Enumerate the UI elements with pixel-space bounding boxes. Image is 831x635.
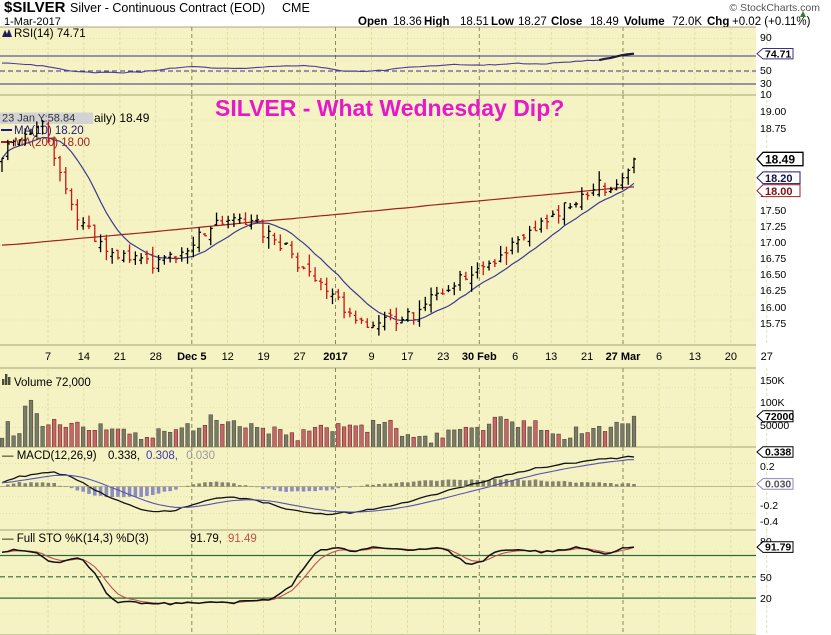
svg-text:30 Feb: 30 Feb xyxy=(462,351,497,363)
svg-text:Volume 72,000: Volume 72,000 xyxy=(14,377,91,389)
svg-text:Silver - Continuous Contract (: Silver - Continuous Contract (EOD) xyxy=(70,1,265,15)
svg-text:18.49: 18.49 xyxy=(590,16,619,28)
svg-text:74.71: 74.71 xyxy=(765,49,791,61)
svg-text:7: 7 xyxy=(45,351,51,363)
svg-text:16.50: 16.50 xyxy=(760,269,786,281)
svg-text:Dec 5: Dec 5 xyxy=(177,351,206,363)
svg-text:6: 6 xyxy=(656,351,662,363)
svg-text:18.20: 18.20 xyxy=(765,173,793,185)
svg-text:19: 19 xyxy=(257,351,269,363)
svg-text:90: 90 xyxy=(760,32,772,44)
svg-text:0.030: 0.030 xyxy=(765,478,791,490)
svg-text:27 Mar: 27 Mar xyxy=(606,351,642,363)
svg-text:Volume: Volume xyxy=(624,16,665,28)
svg-text:6: 6 xyxy=(512,351,518,363)
svg-text:1-Mar-2017: 1-Mar-2017 xyxy=(4,16,61,28)
svg-text:20: 20 xyxy=(725,351,737,363)
svg-text:Close: Close xyxy=(551,16,582,28)
svg-text:21: 21 xyxy=(114,351,126,363)
svg-text:+0.02 (+0.11%): +0.02 (+0.11%) xyxy=(732,16,811,28)
svg-text:19.00: 19.00 xyxy=(760,106,786,118)
svg-text:9: 9 xyxy=(368,351,374,363)
svg-text:0.308,: 0.308, xyxy=(146,450,178,462)
svg-text:23 Jan Y:58.84: 23 Jan Y:58.84 xyxy=(2,113,75,125)
svg-text:0.338,: 0.338, xyxy=(108,450,140,462)
svg-text:16.00: 16.00 xyxy=(760,302,786,314)
svg-text:18.51: 18.51 xyxy=(460,16,489,28)
svg-text:50000: 50000 xyxy=(760,420,789,432)
svg-text:17.50: 17.50 xyxy=(760,205,786,217)
svg-text:50: 50 xyxy=(760,65,772,77)
svg-text:91.79: 91.79 xyxy=(765,542,791,554)
svg-text:18.49: 18.49 xyxy=(765,153,795,167)
svg-text:― Full STO %K(14,3) %D(3): ― Full STO %K(14,3) %D(3) xyxy=(2,533,149,545)
svg-text:0.030: 0.030 xyxy=(183,450,215,462)
svg-text:17.00: 17.00 xyxy=(760,237,786,249)
svg-text:23: 23 xyxy=(437,351,449,363)
svg-text:0.338: 0.338 xyxy=(765,447,791,459)
svg-text:Low: Low xyxy=(491,16,514,28)
svg-text:High: High xyxy=(424,16,450,28)
svg-text:15.75: 15.75 xyxy=(760,318,786,330)
svg-text:12: 12 xyxy=(222,351,234,363)
svg-text:16.25: 16.25 xyxy=(760,285,786,297)
svg-text:SILVER - What Wednesday Dip?: SILVER - What Wednesday Dip? xyxy=(215,95,564,121)
svg-text:21: 21 xyxy=(581,351,593,363)
svg-text:27: 27 xyxy=(293,351,305,363)
svg-text:50: 50 xyxy=(760,572,772,584)
svg-text:17: 17 xyxy=(401,351,413,363)
svg-text:― MACD(12,26,9): ― MACD(12,26,9) xyxy=(2,450,97,462)
svg-text:© StockCharts.com: © StockCharts.com xyxy=(729,2,820,14)
svg-text:20: 20 xyxy=(760,593,772,605)
svg-text:$SILVER: $SILVER xyxy=(4,0,66,16)
svg-text:18.36: 18.36 xyxy=(393,16,422,28)
svg-text:13: 13 xyxy=(689,351,701,363)
svg-text:14: 14 xyxy=(78,351,90,363)
svg-text:18.27: 18.27 xyxy=(518,16,547,28)
svg-text:18.00: 18.00 xyxy=(765,186,793,198)
svg-text:91.79,: 91.79, xyxy=(190,533,222,545)
svg-text:0.2: 0.2 xyxy=(760,461,775,473)
svg-text:2017: 2017 xyxy=(323,351,347,363)
svg-text:13: 13 xyxy=(545,351,557,363)
svg-text:10: 10 xyxy=(760,89,772,101)
svg-text:CME: CME xyxy=(282,1,310,15)
svg-text:-0.2: -0.2 xyxy=(760,500,778,512)
svg-text:Chg: Chg xyxy=(707,16,729,28)
svg-text:Open: Open xyxy=(358,16,387,28)
svg-text:100K: 100K xyxy=(760,397,785,409)
svg-text:27: 27 xyxy=(761,351,773,363)
svg-text:150K: 150K xyxy=(760,375,785,387)
svg-text:aily) 18.49: aily) 18.49 xyxy=(94,111,150,125)
svg-text:72.0K: 72.0K xyxy=(672,16,702,28)
svg-text:28: 28 xyxy=(150,351,162,363)
svg-text:RSI(14) 74.71: RSI(14) 74.71 xyxy=(14,28,86,40)
svg-text:18.75: 18.75 xyxy=(760,123,786,135)
svg-text:91.49: 91.49 xyxy=(228,533,257,545)
svg-text:-0.4: -0.4 xyxy=(760,516,778,528)
svg-text:17.25: 17.25 xyxy=(760,221,786,233)
svg-text:16.75: 16.75 xyxy=(760,253,786,265)
